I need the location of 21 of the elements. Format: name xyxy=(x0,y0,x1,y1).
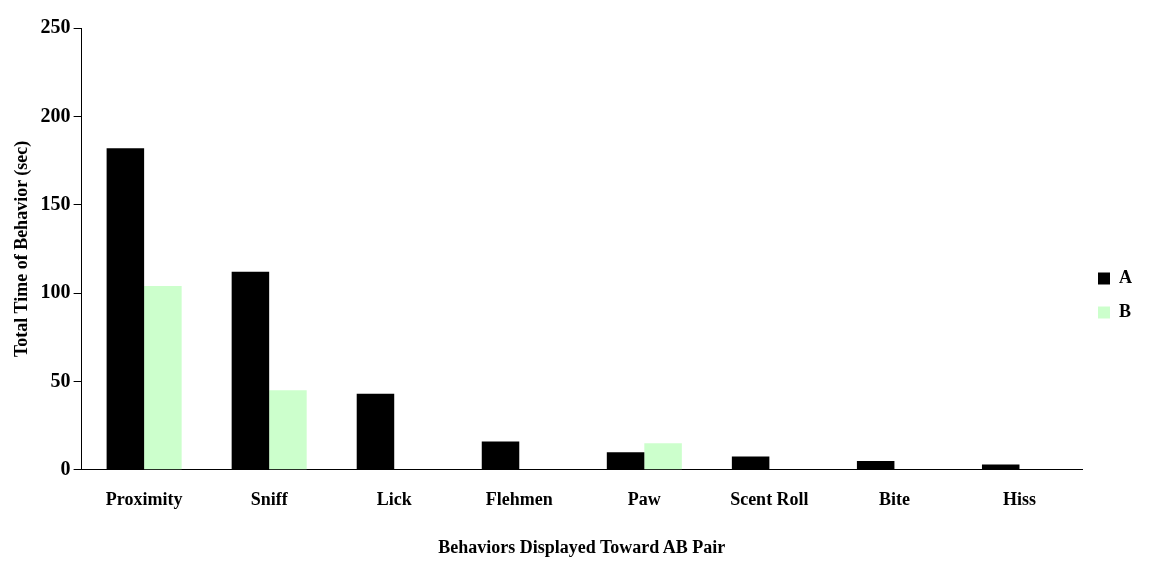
x-axis-title: Behaviors Displayed Toward AB Pair xyxy=(438,536,726,557)
legend-label: B xyxy=(1119,301,1132,322)
x-tick-label: Flehmen xyxy=(485,489,553,510)
x-tick-label: Bite xyxy=(878,489,910,510)
y-tick-label: 150 xyxy=(40,191,71,214)
bar xyxy=(269,390,307,470)
x-tick-label: Sniff xyxy=(250,489,289,510)
x-tick-label: Paw xyxy=(627,489,661,510)
bar xyxy=(644,443,682,470)
y-tick-label: 100 xyxy=(40,280,71,303)
x-tick-label: Hiss xyxy=(1002,489,1036,510)
x-tick-label: Lick xyxy=(376,489,412,510)
x-tick-label: Scent Roll xyxy=(730,489,809,510)
y-tick-label: 200 xyxy=(40,103,71,126)
x-tick-label: Proximity xyxy=(105,489,183,510)
y-axis-title: Total Time of Behavior (sec) xyxy=(11,140,33,358)
y-tick-label: 0 xyxy=(60,456,71,479)
legend-label: A xyxy=(1119,267,1132,288)
y-tick-label: 50 xyxy=(50,368,71,391)
y-tick-label: 250 xyxy=(40,15,71,38)
bar xyxy=(144,286,182,470)
